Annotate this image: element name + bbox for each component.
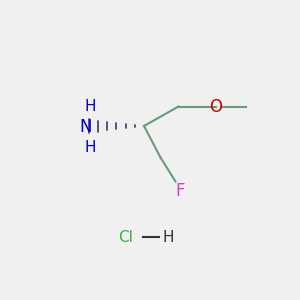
Text: F: F	[175, 182, 185, 200]
Text: Cl: Cl	[118, 230, 134, 244]
Text: H: H	[84, 140, 96, 154]
Text: O: O	[209, 98, 223, 116]
Text: H: H	[162, 230, 174, 244]
Text: H: H	[84, 99, 96, 114]
Text: N: N	[79, 118, 92, 136]
